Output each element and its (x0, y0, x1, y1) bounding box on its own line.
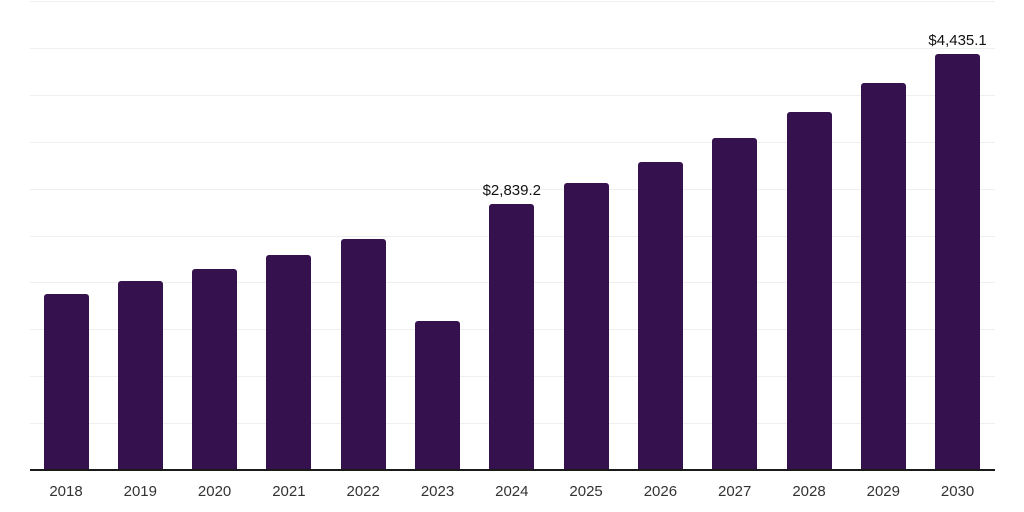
gridline-3500 (30, 141, 995, 143)
x-tick-2029: 2029 (866, 483, 900, 500)
gridline-5000 (30, 1, 995, 2)
bar-2022[interactable] (340, 238, 386, 470)
x-tick-2025: 2025 (569, 483, 603, 500)
bar-2023[interactable] (415, 320, 460, 470)
bar-2018[interactable] (43, 294, 89, 470)
x-tick-2026: 2026 (643, 483, 678, 500)
bar-2029[interactable] (860, 82, 906, 470)
x-tick-2022: 2022 (346, 483, 380, 500)
x-tick-2027: 2027 (718, 483, 752, 500)
x-tick-2024: 2024 (495, 483, 529, 500)
gridline-3000 (30, 188, 995, 190)
bar-2027[interactable] (712, 138, 758, 470)
data-label-2024: $2,839.2 (482, 181, 541, 199)
bar-2024[interactable] (489, 203, 535, 470)
gridline-4500 (30, 47, 995, 49)
bar-2026[interactable] (637, 161, 683, 470)
bar-2019[interactable] (117, 280, 163, 470)
data-label-2030: $4,435.1 (928, 31, 987, 49)
bar-2020[interactable] (192, 268, 238, 470)
gridline-4000 (30, 94, 995, 96)
x-tick-2030: 2030 (940, 483, 975, 500)
x-tick-2019: 2019 (123, 483, 157, 500)
x-tick-2021: 2021 (272, 483, 306, 500)
bar-2021[interactable] (266, 255, 312, 470)
x-tick-2028: 2028 (792, 483, 826, 500)
x-axis-line (30, 469, 995, 471)
bar-2028[interactable] (786, 111, 832, 470)
x-tick-2020: 2020 (197, 483, 232, 500)
x-tick-2018: 2018 (49, 483, 83, 500)
bar-2030[interactable] (935, 53, 981, 470)
x-tick-2023: 2023 (420, 483, 455, 500)
bar-2025[interactable] (563, 182, 609, 470)
